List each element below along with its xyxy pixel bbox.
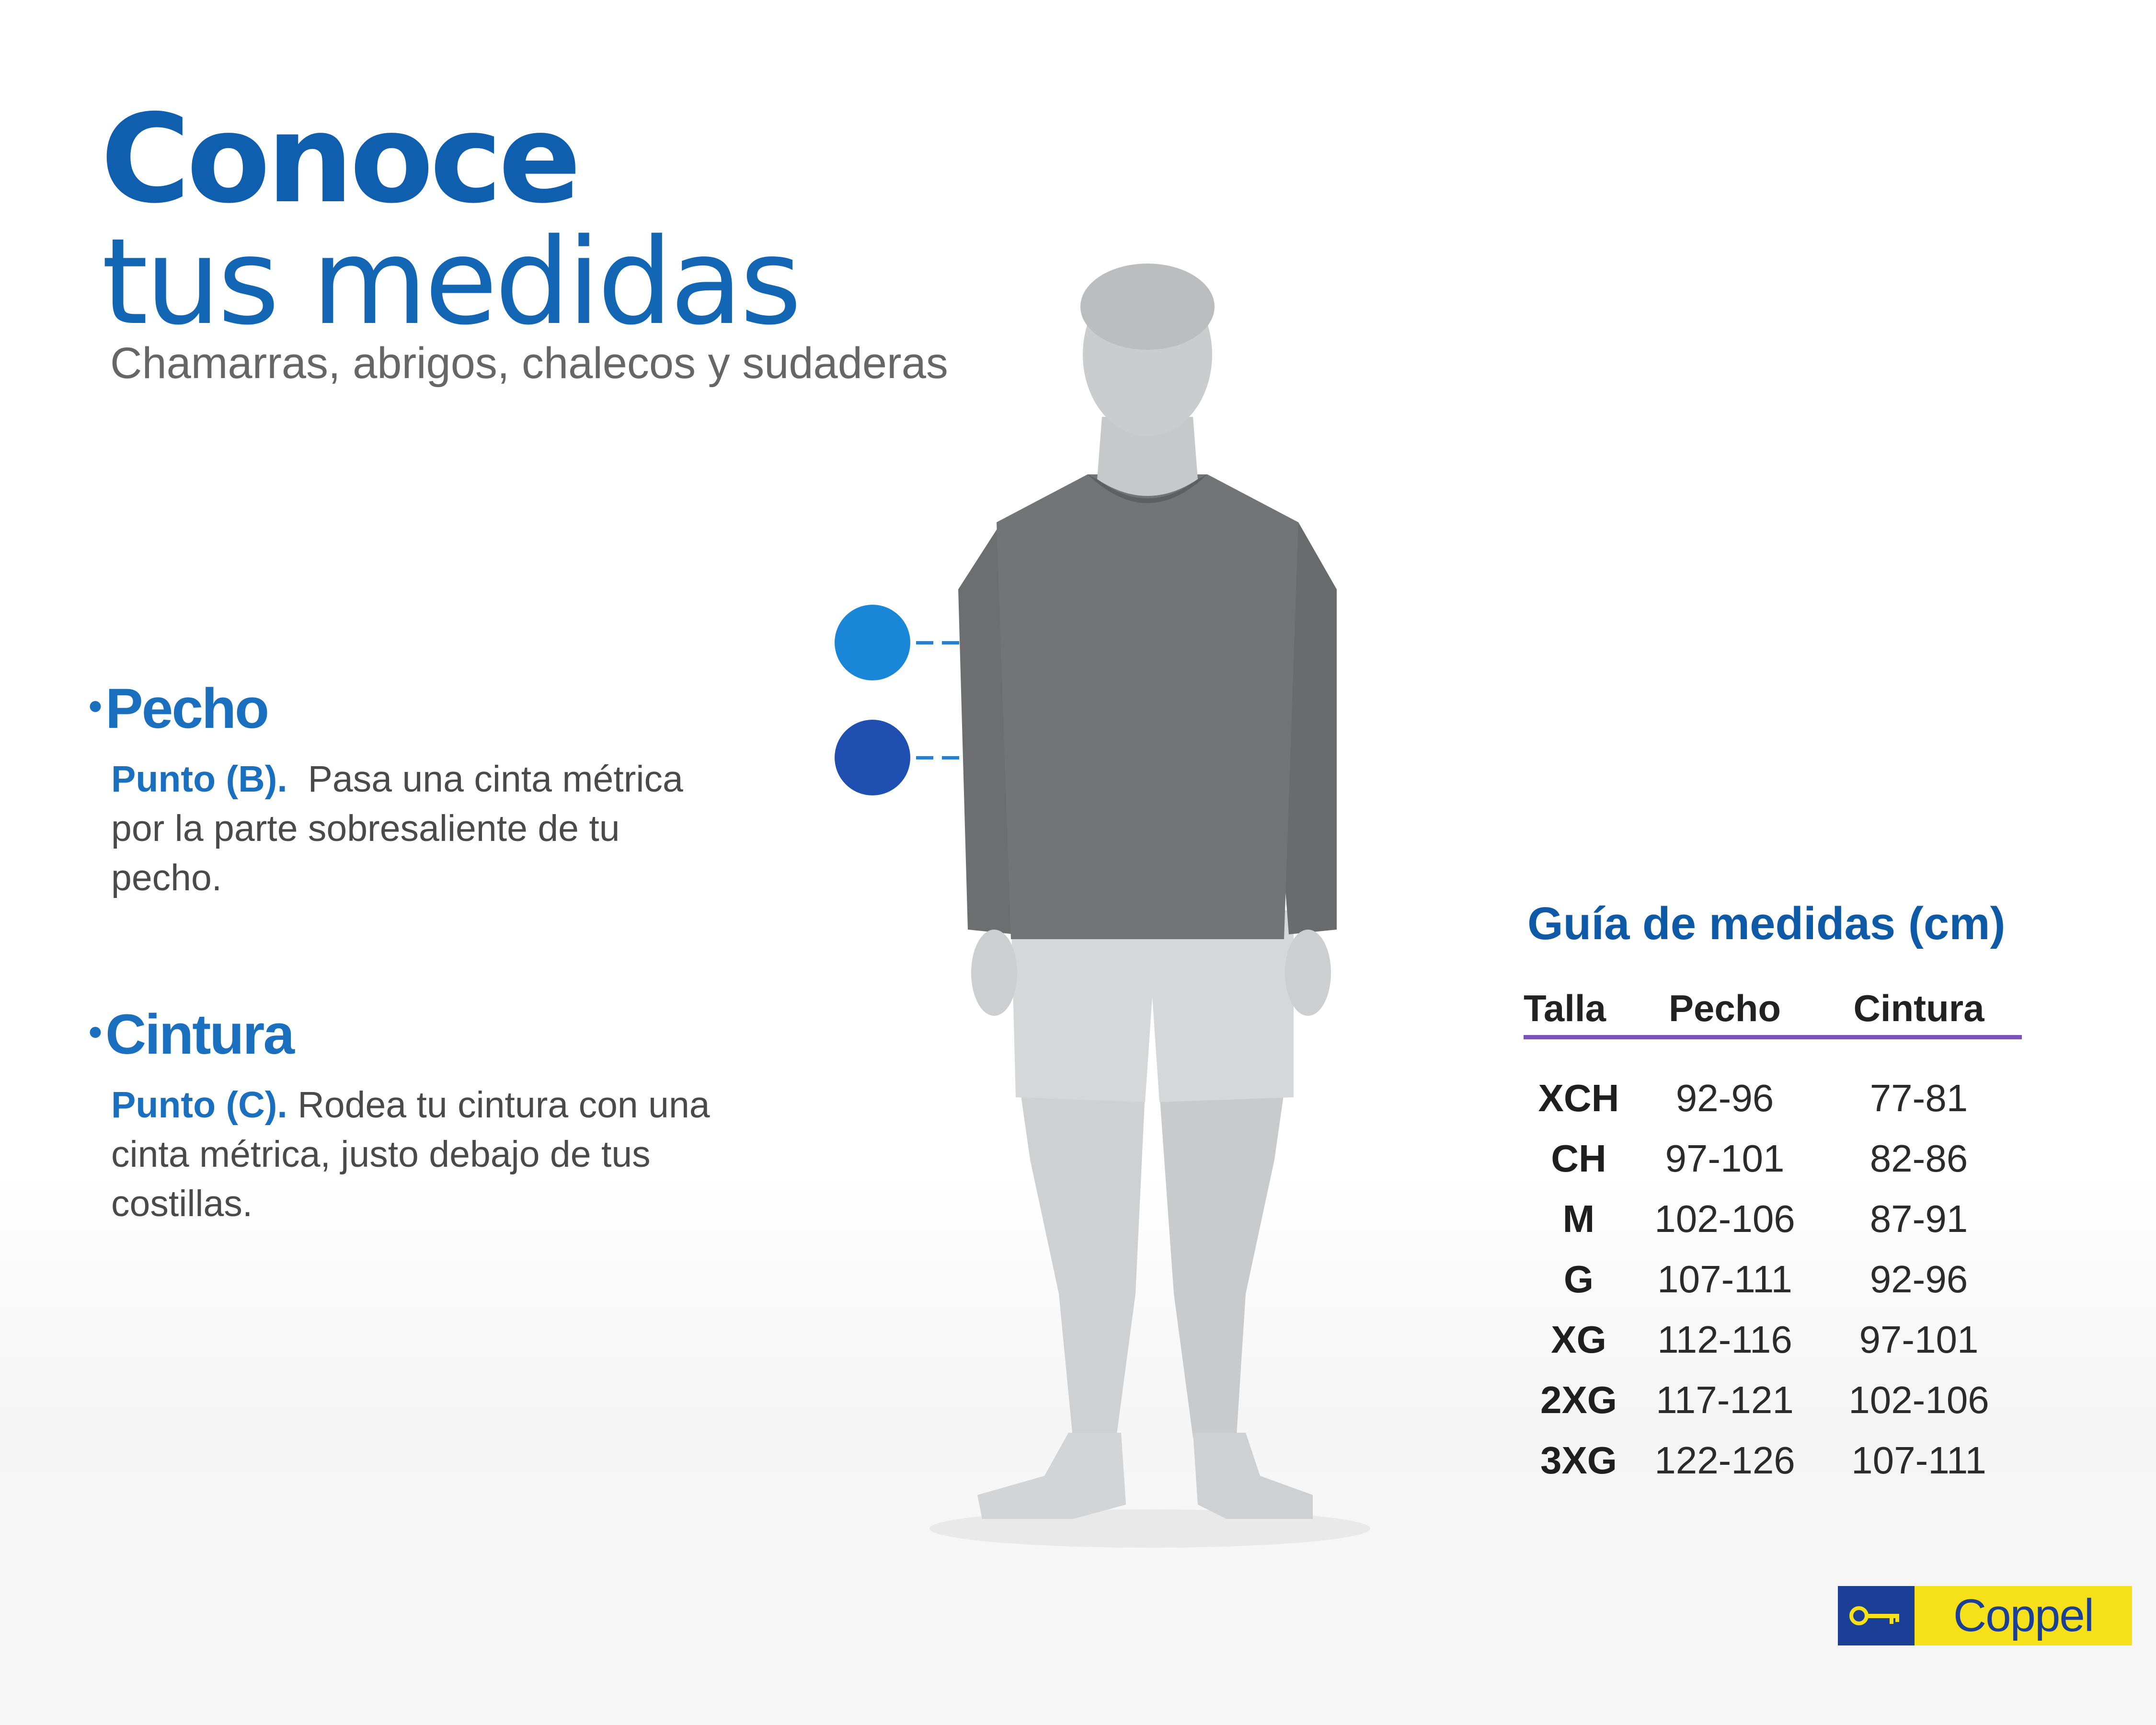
waist-heading-label: Cintura [105,1003,295,1066]
chest-heading: •Pecho [89,677,269,740]
waist-cell: 87-91 [1869,1197,1968,1240]
waist-cell: 107-111 [1851,1439,1986,1482]
page-subtitle: Chamarras, abrigos, chalecos y sudaderas [110,339,948,388]
header-waist: Cintura [1853,987,1984,1029]
right-leg [1159,1092,1284,1442]
left-shoe [977,1433,1126,1519]
chest-cell: 107-111 [1657,1258,1792,1300]
chest-cell: 112-116 [1657,1318,1792,1361]
shorts [1011,910,1294,1102]
size-cell: XG [1551,1318,1606,1361]
right-hand [1285,930,1331,1016]
coppel-logo: Coppel [1838,1586,2132,1645]
waist-instructions: Rodea tu cintura con una cinta métrica, … [111,1084,710,1224]
size-guide-table: Talla Pecho Cintura XCH 92-96 77-81 CH 9… [1524,978,2022,1491]
table-row: M 102-106 87-91 [1524,1189,2022,1249]
waist-cell: 102-106 [1848,1379,1989,1421]
table-row: XCH 92-96 77-81 [1524,1037,2022,1129]
shirt-collar [1088,474,1207,503]
size-cell: XCH [1538,1077,1619,1119]
chest-marker-icon [835,605,910,680]
chest-description: Punto (B). Pasa una cinta métrica por la… [111,755,724,903]
brand-name: Coppel [1915,1586,2132,1645]
chest-cell: 97-101 [1665,1137,1785,1180]
header-chest: Pecho [1668,987,1781,1029]
size-cell: 3XG [1540,1439,1617,1482]
key-icon [1838,1586,1915,1645]
table-row: G 107-111 92-96 [1524,1249,2022,1310]
right-shoe [1193,1433,1313,1519]
chest-cell: 102-106 [1654,1197,1795,1240]
waist-description: Punto (C). Rodea tu cintura con una cint… [111,1081,724,1229]
page-title: Conoce [101,88,581,230]
waist-cell: 77-81 [1869,1077,1968,1119]
chest-cell: 117-121 [1656,1379,1794,1421]
neck [1097,417,1198,496]
size-cell: CH [1551,1137,1606,1180]
waist-heading: •Cintura [89,1003,295,1066]
waist-cell: 92-96 [1869,1258,1968,1300]
chest-instructions: Pasa una cinta métrica por la parte sobr… [111,759,683,898]
bullet-icon: • [89,685,102,727]
waist-point-label: Punto (C). [111,1084,287,1126]
table-row: XG 112-116 97-101 [1524,1310,2022,1370]
waist-cell: 97-101 [1859,1318,1979,1361]
table-row: 2XG 117-121 102-106 [1524,1370,2022,1430]
table-header-row: Talla Pecho Cintura [1524,978,2022,1037]
left-leg [1021,1092,1145,1442]
chest-cell: 122-126 [1654,1439,1795,1482]
size-guide-title: Guía de medidas (cm) [1527,898,2006,949]
chest-heading-label: Pecho [105,677,269,740]
size-cell: M [1562,1197,1595,1240]
waist-marker-icon [835,720,910,795]
size-cell: G [1563,1258,1594,1300]
header-size: Talla [1524,987,1606,1029]
chest-marker-line [916,641,959,644]
waist-cell: 82-86 [1869,1137,1968,1180]
shirt [997,474,1298,939]
bullet-icon: • [89,1011,102,1053]
size-cell: 2XG [1540,1379,1617,1421]
chest-cell: 92-96 [1675,1077,1774,1119]
hair [1080,264,1215,350]
page-title-secondary: tus medidas [102,213,802,351]
table-row: CH 97-101 82-86 [1524,1128,2022,1189]
left-hand [971,930,1017,1016]
waist-marker-line [916,756,959,759]
chest-point-label: Punto (B). [111,759,287,800]
table-row: 3XG 122-126 107-111 [1524,1430,2022,1491]
key-glyph [1849,1606,1899,1625]
